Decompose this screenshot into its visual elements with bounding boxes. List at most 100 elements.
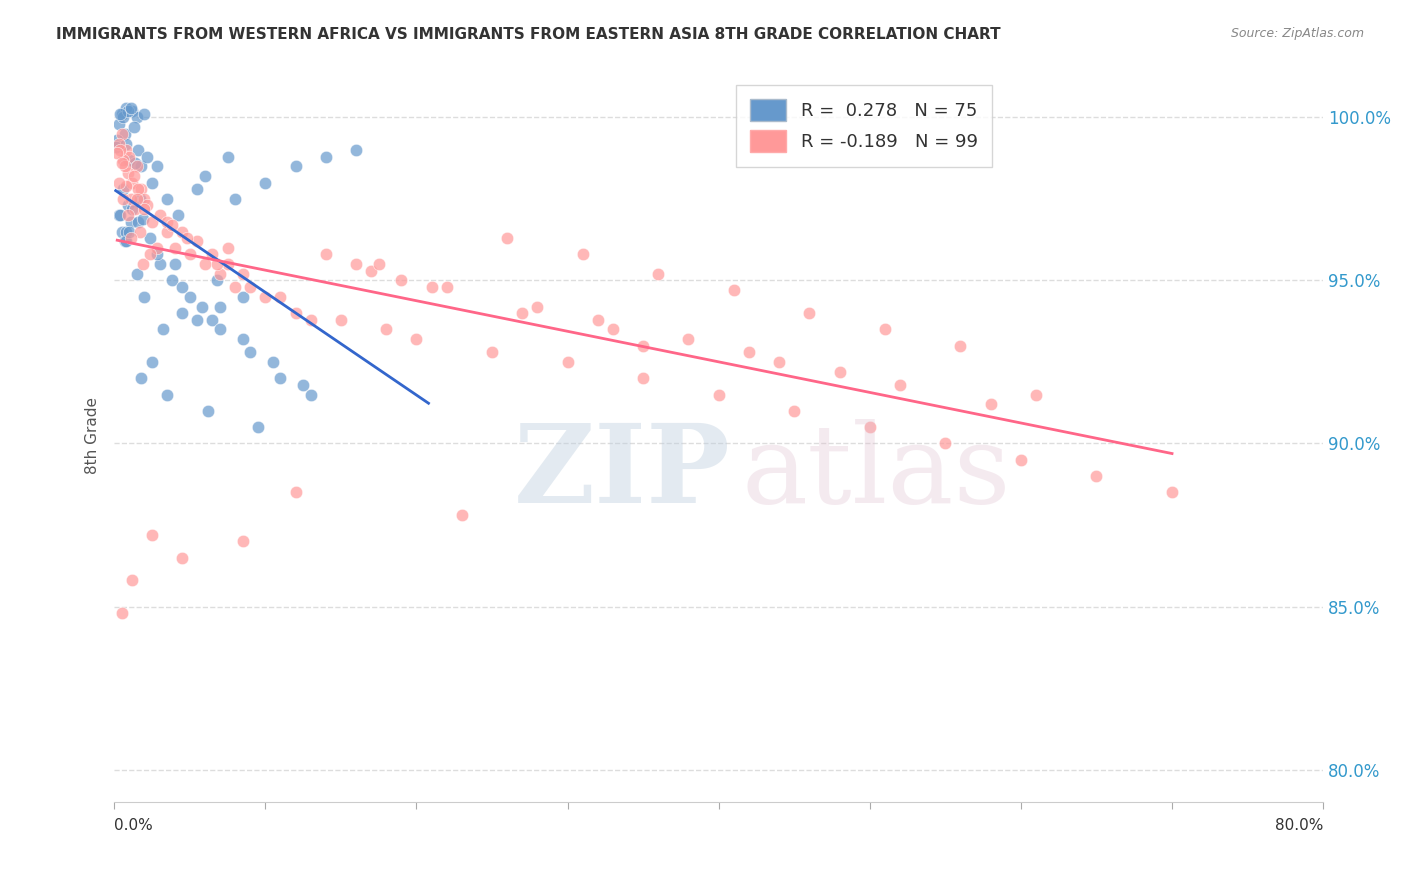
Point [132,211,155,226]
Point [232,267,254,281]
Point [117,208,139,222]
Point [1025,387,1047,401]
Point [344,143,367,157]
Point [128,225,150,239]
Point [104,140,127,154]
Point [208,300,231,314]
Point [873,322,896,336]
Y-axis label: 8th Grade: 8th Grade [86,397,100,474]
Point [148,208,170,222]
Point [496,231,519,245]
Point [254,290,277,304]
Point [602,322,624,336]
Point [111,225,134,239]
Point [631,339,654,353]
Point [239,345,262,359]
Point [208,322,231,336]
Point [828,365,851,379]
Point [131,371,153,385]
Point [246,420,269,434]
Point [134,192,156,206]
Point [107,208,129,222]
Point [292,377,315,392]
Point [125,159,148,173]
Point [526,300,548,314]
Point [217,241,239,255]
Point [115,101,138,115]
Point [191,300,214,314]
Point [172,306,194,320]
Point [120,231,142,245]
Point [186,235,208,249]
Point [156,192,179,206]
Point [208,267,231,281]
Point [156,215,179,229]
Point [194,257,217,271]
Point [186,182,208,196]
Point [112,182,135,196]
Point [125,192,148,206]
Point [163,241,186,255]
Point [115,143,138,157]
Point [707,387,730,401]
Point [114,159,136,173]
Point [152,322,174,336]
Point [134,202,156,216]
Point [124,202,146,216]
Point [315,150,337,164]
Point [145,247,167,261]
Point [125,111,148,125]
Point [117,166,139,180]
Point [201,247,224,261]
Point [194,169,217,183]
Point [118,153,141,167]
Point [141,528,163,542]
Point [114,235,136,249]
Point [127,215,149,229]
Point [107,136,129,151]
Point [217,150,239,164]
Point [112,153,135,167]
Point [121,176,143,190]
Point [115,136,138,151]
Point [121,574,143,588]
Point [107,117,129,131]
Point [112,111,135,125]
Point [145,159,167,173]
Point [360,263,382,277]
Point [172,225,194,239]
Point [315,247,337,261]
Point [117,198,139,212]
Point [284,306,307,320]
Point [122,120,145,135]
Point [111,606,134,620]
Point [186,312,208,326]
Point [232,332,254,346]
Point [139,247,162,261]
Point [136,198,159,212]
Point [571,247,593,261]
Point [141,176,163,190]
Point [262,355,284,369]
Point [120,101,142,115]
Point [120,192,142,206]
Point [859,420,882,434]
Point [299,312,322,326]
Legend: R =  0.278   N = 75, R = -0.189   N = 99: R = 0.278 N = 75, R = -0.189 N = 99 [735,85,993,167]
Point [224,280,246,294]
Point [139,231,162,245]
Point [114,127,136,141]
Point [127,143,149,157]
Point [160,218,183,232]
Point [136,150,159,164]
Point [111,107,134,121]
Point [949,339,972,353]
Point [115,225,138,239]
Point [1085,469,1108,483]
Point [224,192,246,206]
Point [172,550,194,565]
Point [105,133,128,147]
Text: 80.0%: 80.0% [1275,819,1323,833]
Point [134,290,156,304]
Point [329,312,352,326]
